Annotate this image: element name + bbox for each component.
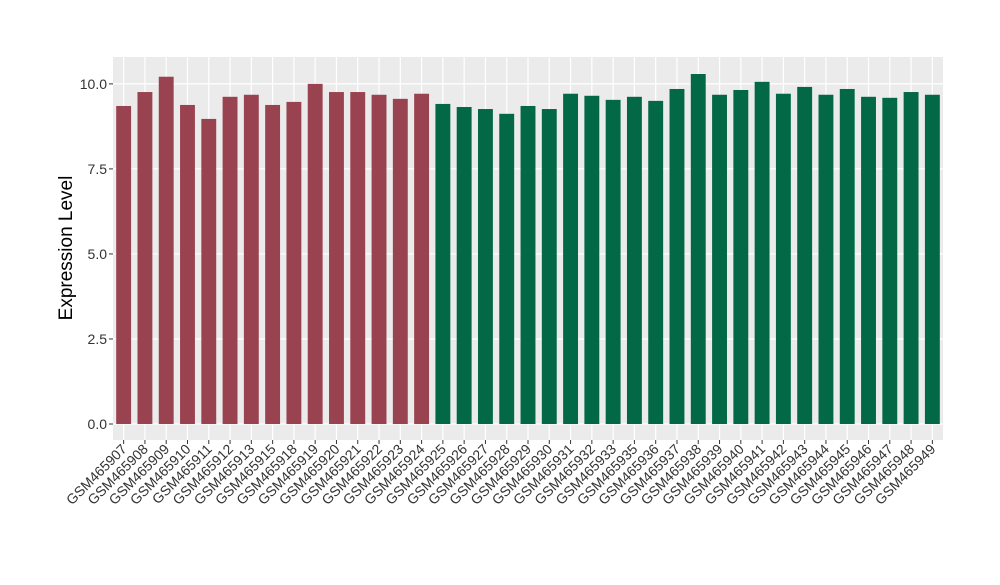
bar xyxy=(861,96,876,425)
bar xyxy=(903,92,919,425)
y-tick-label: 2.5 xyxy=(88,331,108,347)
bar xyxy=(243,94,259,425)
y-axis-title: Expression Level xyxy=(56,176,77,321)
bar xyxy=(733,89,749,425)
bar xyxy=(222,96,238,425)
bar xyxy=(456,107,472,425)
bar xyxy=(329,92,344,425)
bar xyxy=(626,96,642,425)
bar xyxy=(690,74,706,425)
y-tick-label: 10.0 xyxy=(80,76,107,92)
y-tick-label: 0.0 xyxy=(88,416,108,432)
bar xyxy=(669,88,685,425)
bar xyxy=(541,109,557,425)
bar xyxy=(563,93,579,425)
y-tick-label: 5.0 xyxy=(88,246,108,262)
bar xyxy=(371,94,387,425)
bar xyxy=(648,100,664,425)
bar xyxy=(392,98,408,425)
bar xyxy=(307,83,323,425)
bar xyxy=(158,76,174,425)
bar xyxy=(477,109,493,425)
bar xyxy=(882,97,898,425)
bar xyxy=(116,105,132,425)
bar xyxy=(818,94,834,425)
bar xyxy=(797,86,813,425)
bar xyxy=(499,113,515,425)
bar xyxy=(605,99,621,425)
bar xyxy=(350,92,366,425)
bar xyxy=(712,94,727,425)
bar xyxy=(137,92,153,425)
bar xyxy=(201,118,217,425)
bar xyxy=(924,94,940,425)
bar xyxy=(520,105,536,425)
bar xyxy=(584,95,600,425)
bar xyxy=(839,88,855,425)
bar xyxy=(775,93,791,425)
bar xyxy=(180,104,195,425)
bar xyxy=(265,104,281,425)
bar xyxy=(754,81,770,425)
bar xyxy=(286,101,302,425)
bar xyxy=(414,93,430,425)
y-tick-label: 7.5 xyxy=(88,161,108,177)
bar xyxy=(435,103,451,425)
